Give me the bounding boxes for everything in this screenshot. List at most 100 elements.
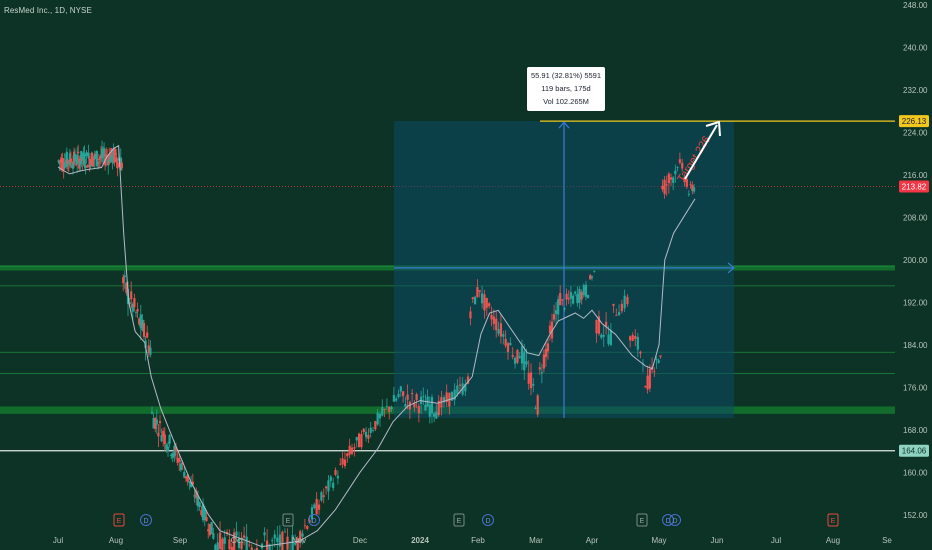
candle-up — [433, 413, 436, 417]
candle-down — [114, 149, 117, 156]
candle-up — [381, 407, 384, 416]
x-tick-label: 2024 — [411, 536, 429, 545]
candle-up — [422, 395, 425, 397]
candle-up — [198, 502, 201, 508]
candle-down — [130, 291, 133, 300]
candle-down — [255, 548, 258, 550]
candle-down — [346, 453, 349, 457]
candle-down — [559, 292, 562, 306]
candle-up — [397, 393, 400, 398]
candle-down — [552, 314, 556, 320]
target-price-tag-label: 226.13 — [902, 117, 927, 126]
earnings-marker — [453, 513, 465, 527]
candle-up — [139, 314, 142, 329]
dividend-marker — [669, 514, 681, 526]
candle-up — [313, 504, 316, 509]
y-tick-label: 176.00 — [903, 383, 928, 392]
candle-up — [480, 293, 484, 304]
candle-up — [378, 414, 382, 419]
candle-up — [301, 533, 304, 537]
candle-down — [413, 402, 416, 408]
candle-up — [607, 334, 610, 345]
dividend-marker-label: D — [485, 518, 490, 525]
earnings-marker-label: E — [286, 518, 291, 525]
candle-down — [97, 159, 101, 161]
candle-down — [357, 433, 361, 448]
y-tick-label: 248.00 — [903, 1, 928, 10]
candle-down — [142, 322, 146, 337]
candle-down — [120, 162, 123, 169]
candle-up — [569, 292, 572, 299]
earnings-marker-label: E — [117, 518, 122, 525]
candle-down — [667, 173, 670, 184]
candle-down — [612, 303, 615, 306]
candle-down — [308, 520, 311, 523]
candle-down — [325, 486, 328, 489]
earnings-marker-label: E — [831, 518, 836, 525]
y-tick-label: 208.00 — [903, 213, 928, 222]
candle-up — [332, 482, 335, 489]
earnings-marker — [282, 513, 294, 527]
candle-down — [317, 504, 321, 510]
candle-up — [428, 404, 431, 417]
x-tick-label: Oct — [231, 536, 244, 545]
x-tick-label: Jul — [771, 536, 781, 545]
candle-down — [620, 303, 623, 312]
candle-up — [657, 360, 660, 363]
candle-down — [230, 546, 233, 550]
candle-up — [602, 334, 605, 337]
y-tick-label: 168.00 — [903, 426, 928, 435]
candle-up — [399, 386, 402, 392]
candle-up — [523, 351, 526, 371]
candle-down — [529, 372, 533, 389]
candle-down — [248, 544, 251, 546]
candle-up — [150, 411, 154, 414]
candle-down — [485, 298, 488, 308]
candle-down — [691, 185, 694, 192]
candle-up — [385, 406, 389, 407]
y-tick-label: 232.00 — [903, 86, 928, 95]
y-tick-label: 224.00 — [903, 128, 928, 137]
candle-up — [355, 437, 358, 441]
candle-down — [445, 392, 448, 403]
candle-down — [75, 164, 78, 166]
candle-down — [243, 535, 246, 538]
candle-down — [406, 394, 409, 400]
candle-down — [548, 325, 552, 334]
candle-up — [188, 481, 191, 484]
candle-down — [184, 476, 188, 479]
candle-up — [555, 310, 558, 315]
candle-up — [655, 358, 658, 360]
candle-down — [626, 296, 629, 305]
candle-up — [149, 347, 152, 355]
candle-down — [98, 157, 102, 160]
dividend-marker — [140, 514, 152, 526]
candle-up — [160, 435, 163, 442]
candle-up — [310, 507, 314, 520]
candle-up — [518, 356, 521, 359]
x-tick-label: Dec — [353, 536, 367, 545]
candle-down — [205, 517, 208, 522]
candle-up — [179, 463, 182, 471]
candle-down — [341, 458, 344, 465]
candle-up — [497, 329, 500, 334]
candle-down — [383, 408, 386, 410]
candle-up — [509, 342, 512, 346]
candle-up — [456, 385, 459, 395]
candle-up — [395, 398, 398, 401]
candle-down — [653, 371, 656, 373]
dividend-marker-label: D — [143, 518, 148, 525]
candle-up — [593, 270, 596, 272]
candle-down — [110, 148, 113, 157]
candle-up — [173, 445, 176, 457]
candle-down — [492, 316, 495, 324]
candle-down — [536, 395, 539, 415]
candle-up — [636, 336, 639, 350]
measure-change-text: 55.91 (32.81%) 5591 — [531, 71, 601, 80]
candle-up — [273, 534, 276, 539]
candle-up — [557, 299, 560, 315]
y-tick-label: 152.00 — [903, 511, 928, 520]
candle-up — [424, 404, 427, 411]
candle-down — [411, 393, 414, 395]
